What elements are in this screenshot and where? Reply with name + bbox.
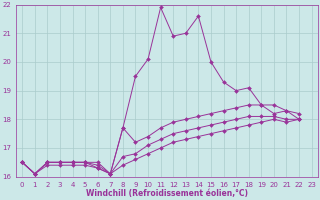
X-axis label: Windchill (Refroidissement éolien,°C): Windchill (Refroidissement éolien,°C) [86, 189, 248, 198]
